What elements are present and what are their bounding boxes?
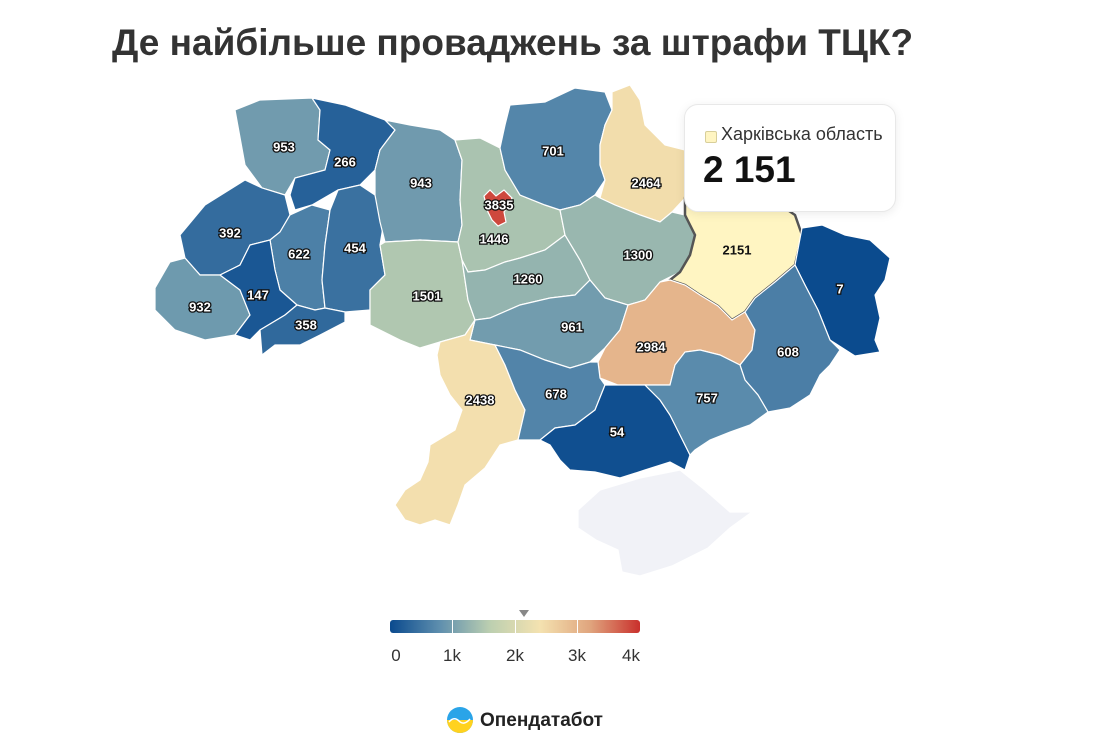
legend-tick-label: 0 — [391, 646, 401, 665]
label-poltava: 1300 — [624, 247, 653, 262]
label-ternopil: 622 — [288, 246, 310, 261]
label-donetsk: 608 — [777, 344, 799, 359]
tooltip-value: 2 151 — [703, 149, 796, 190]
label-sumy: 2464 — [632, 175, 662, 190]
label-kyiv-city: 3835 — [485, 197, 514, 212]
label-chernivtsi: 358 — [295, 317, 317, 332]
legend-tick-label: 1k — [443, 646, 461, 665]
tooltip-color-swatch — [705, 131, 717, 143]
legend-divider — [577, 620, 578, 633]
label-mykolaiv: 678 — [545, 386, 567, 401]
region-tooltip: Харківська область 2 151 — [684, 104, 896, 212]
label-chernihiv: 701 — [542, 143, 564, 158]
label-khmelnytskyi: 454 — [344, 240, 366, 255]
tooltip-region-name: Харківська область — [721, 124, 883, 144]
legend-divider — [515, 620, 516, 633]
label-luhansk: 7 — [836, 281, 843, 296]
legend-tick-label: 2k — [506, 646, 524, 665]
label-lviv: 392 — [219, 225, 241, 240]
label-kharkiv: 2151 — [723, 242, 752, 257]
legend-tick-label: 3k — [568, 646, 586, 665]
label-cherkasy: 1260 — [514, 271, 543, 286]
brand-name: Опендатабот — [480, 710, 603, 731]
label-volyn: 953 — [273, 139, 295, 154]
label-odesa: 2438 — [466, 392, 495, 407]
legend-tick-label: 4k — [622, 646, 640, 665]
label-zhytomyr: 943 — [410, 175, 432, 190]
region-crimea[interactable] — [577, 469, 754, 577]
label-dnipropetrovsk: 2984 — [637, 339, 667, 354]
region-sumy[interactable] — [599, 84, 691, 223]
label-kirovohrad: 961 — [561, 319, 583, 334]
color-legend: 0 1k 2k 3k 4k — [390, 608, 640, 668]
region-kyiv-city[interactable] — [483, 189, 513, 227]
region-chernihiv[interactable] — [499, 87, 613, 211]
label-rivne: 266 — [334, 154, 356, 169]
region-chernivtsi[interactable] — [259, 304, 346, 357]
label-vinnytsia: 1501 — [413, 288, 442, 303]
label-ivano-frankivsk: 147 — [247, 287, 269, 302]
opendatabot-logo-icon — [447, 707, 473, 733]
legend-value-marker — [519, 610, 529, 617]
label-kherson: 54 — [610, 424, 625, 439]
label-zakarpattia: 932 — [189, 299, 211, 314]
legend-divider — [452, 620, 453, 633]
region-zaporizhzhia[interactable] — [643, 349, 769, 457]
page-title: Де найбільше проваджень за штрафи ТЦК? — [112, 22, 914, 63]
label-kyiv-oblast: 1446 — [480, 231, 509, 246]
label-zaporizhzhia: 757 — [696, 390, 718, 405]
